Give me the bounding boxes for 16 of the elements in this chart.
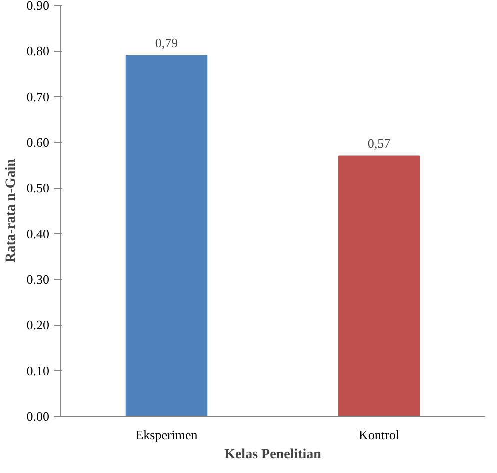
y-tick-label: 0.20 — [26, 318, 50, 333]
y-tick-label: 0.50 — [26, 180, 50, 196]
y-axis-title: Rata-rata n-Gain — [4, 158, 19, 263]
y-tick-label: 0.10 — [26, 363, 50, 378]
y-tick-label: 0.90 — [26, 0, 50, 13]
x-tick-label: Eksperimen — [136, 428, 198, 442]
y-tick-label: 0.70 — [26, 89, 50, 104]
y-tick-label: 0.30 — [26, 272, 50, 287]
y-tick-label: 0.00 — [26, 409, 50, 424]
y-tick-label: 0.60 — [26, 135, 50, 150]
data-label: 0,79 — [155, 36, 178, 51]
y-tick-label: 0.40 — [26, 226, 50, 242]
x-tick-label: Kontrol — [359, 428, 400, 442]
x-axis-title: Kelas Penelitian — [224, 448, 322, 462]
y-tick-label: 0.80 — [26, 44, 50, 59]
data-label: 0,57 — [368, 136, 392, 152]
